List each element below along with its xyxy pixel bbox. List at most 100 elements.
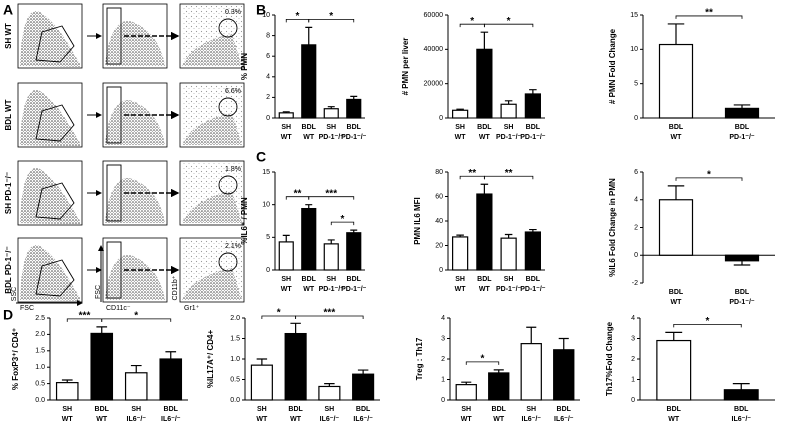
significance-bracket <box>675 15 743 19</box>
gate <box>106 86 122 144</box>
panel-letter: B <box>256 2 266 18</box>
x-tick-label: IL6⁻/⁻ <box>353 416 373 423</box>
x-tick-label: SH <box>526 406 536 413</box>
error-bar <box>130 364 142 373</box>
y-tick-label: 8 <box>266 32 270 39</box>
error-bar <box>461 381 472 385</box>
significance-bracket <box>295 315 364 319</box>
y-tick-label: 40000 <box>424 46 444 53</box>
x-tick-label: BDL <box>557 406 572 413</box>
cell-cloud <box>182 268 242 300</box>
error-bar <box>96 326 108 334</box>
axis-label: SSC <box>11 287 18 301</box>
x-tick-label: PD-1⁻/⁻ <box>729 299 755 306</box>
bar <box>90 332 114 401</box>
gate <box>35 104 75 142</box>
significance-label: * <box>296 11 300 22</box>
x-tick-label: WT <box>461 416 473 423</box>
y-tick-label: 4 <box>634 197 638 204</box>
bar <box>250 364 273 401</box>
x-tick-label: PD-1⁻/⁻ <box>341 134 367 141</box>
error-bar <box>324 383 335 387</box>
gate <box>106 241 122 299</box>
bar <box>500 103 517 119</box>
gate <box>218 18 238 38</box>
y-tick-label: 10 <box>262 12 270 19</box>
error-bar <box>327 239 335 244</box>
x-tick-label: BDL <box>95 406 110 413</box>
y-tick-label: 2.0 <box>230 315 240 322</box>
y-axis-label: % PMN <box>240 53 249 80</box>
bar <box>318 385 341 401</box>
y-tick-label: -2 <box>632 280 638 287</box>
x-tick-label: WT <box>303 286 315 293</box>
y-axis-label: %IL17A⁺/ CD4+ <box>206 330 215 389</box>
significance-bracket <box>483 175 534 180</box>
gate <box>106 7 122 65</box>
significance-label: * <box>507 16 511 27</box>
x-tick-label: BDL <box>526 276 541 283</box>
y-tick-label: 0 <box>634 115 638 122</box>
significance-bracket <box>330 221 355 226</box>
cell-cloud <box>105 254 165 300</box>
y-tick-label: 5 <box>634 81 638 88</box>
bar <box>284 332 307 401</box>
gate-percent: 1.8% <box>225 166 241 173</box>
error-bar <box>667 23 685 45</box>
y-tick-label: 6 <box>634 169 638 176</box>
x-tick-label: WT <box>479 286 491 293</box>
y-tick-label: 2 <box>634 224 638 231</box>
error-bar <box>327 106 335 109</box>
x-tick-label: SH <box>461 406 471 413</box>
y-tick-label: 0.5 <box>230 376 240 383</box>
bar <box>488 372 510 401</box>
error-bar <box>480 31 489 50</box>
y-tick-label: 0.0 <box>230 397 240 404</box>
x-tick-label: PD-1⁻/⁻ <box>496 286 522 293</box>
significance-label: * <box>707 170 711 181</box>
cell-cloud <box>182 191 242 223</box>
bar <box>524 231 541 271</box>
y-tick-label: 1.5 <box>230 335 240 342</box>
x-tick-label: SH <box>504 276 514 283</box>
x-tick-label: WT <box>671 134 683 141</box>
bar <box>724 107 760 119</box>
y-tick-label: 4 <box>266 74 270 81</box>
significance-label: *** <box>325 188 337 199</box>
y-tick-label: 1.0 <box>230 356 240 363</box>
axis-label: CD11c⁻ <box>106 305 131 312</box>
y-tick-label: 0 <box>441 397 445 404</box>
significance-bracket <box>465 361 500 365</box>
x-tick-label: WT <box>96 416 108 423</box>
bar <box>55 382 79 401</box>
axis-label: FSC <box>95 285 102 299</box>
x-tick-label: PD-1⁻/⁻ <box>520 286 546 293</box>
gate-percent: 6.6% <box>225 88 241 95</box>
y-tick-label: 20 <box>435 242 443 249</box>
y-tick-label: 15 <box>630 12 638 19</box>
y-tick-label: 1 <box>441 376 445 383</box>
y-axis-label: Treg : Th17 <box>415 337 424 380</box>
x-tick-label: WT <box>493 416 505 423</box>
x-tick-label: BDL <box>669 289 684 296</box>
x-tick-label: SH <box>325 406 335 413</box>
bar <box>452 236 469 271</box>
error-bar <box>282 234 290 242</box>
error-bar <box>529 228 537 233</box>
y-tick-label: 6 <box>266 53 270 60</box>
error-bar <box>529 89 537 94</box>
y-tick-label: 15 <box>262 169 270 176</box>
error-bar <box>558 337 569 350</box>
x-tick-label: WT <box>256 416 268 423</box>
x-tick-label: PD-1⁻/⁻ <box>319 134 345 141</box>
y-tick-label: 0 <box>439 115 443 122</box>
x-tick-label: IL6⁻/⁻ <box>127 416 147 423</box>
bar <box>656 339 692 401</box>
bar <box>301 207 317 271</box>
error-bar <box>732 383 750 390</box>
bar <box>352 373 375 401</box>
x-tick-label: PD-1⁻/⁻ <box>520 134 546 141</box>
significance-bracket <box>101 318 172 322</box>
x-tick-label: BDL <box>302 124 317 131</box>
error-bar <box>256 358 268 366</box>
